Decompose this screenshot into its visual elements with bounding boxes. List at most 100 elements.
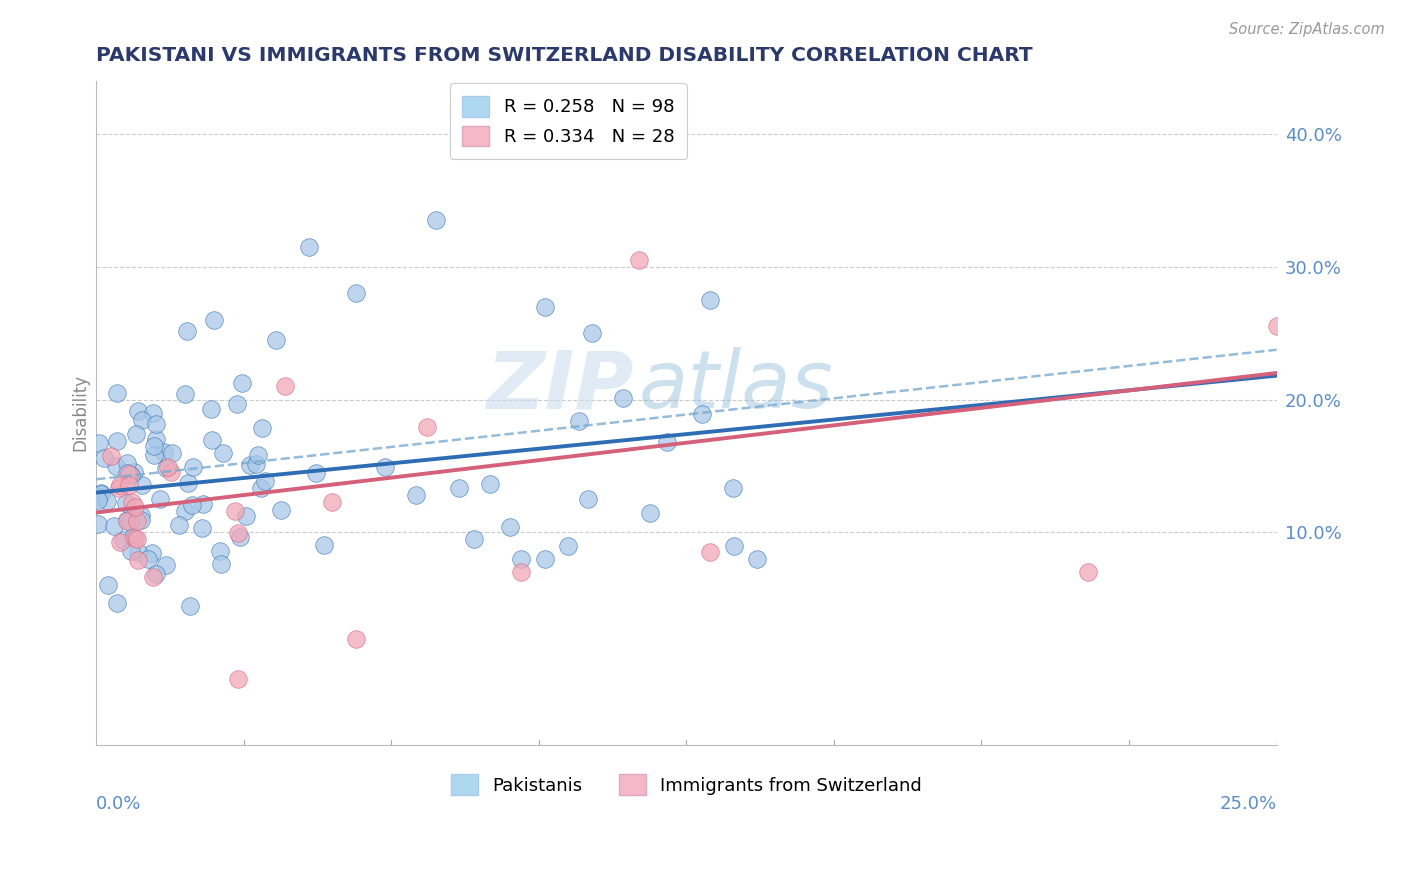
Point: [121, 495, 143, 509]
Point: [145, 566, 167, 581]
Text: 25.0%: 25.0%: [1219, 795, 1277, 813]
Point: [105, 385, 128, 400]
Point: [176, 324, 198, 338]
Point: [173, 504, 195, 518]
Point: [499, 520, 522, 534]
Point: [96, 578, 118, 592]
Point: [209, 544, 232, 558]
Point: [120, 468, 142, 483]
Point: [127, 553, 149, 567]
Point: [212, 446, 235, 460]
Point: [253, 474, 276, 488]
Point: [304, 467, 326, 481]
Text: PAKISTANI VS IMMIGRANTS FROM SWITZERLAND DISABILITY CORRELATION CHART: PAKISTANI VS IMMIGRANTS FROM SWITZERLAND…: [96, 46, 1033, 65]
Point: [181, 498, 204, 512]
Point: [638, 506, 661, 520]
Point: [699, 545, 721, 559]
Text: Source: ZipAtlas.com: Source: ZipAtlas.com: [1229, 22, 1385, 37]
Point: [576, 492, 599, 507]
Point: [226, 525, 249, 540]
Point: [153, 444, 176, 458]
Point: [142, 406, 165, 420]
Point: [447, 481, 470, 495]
Point: [105, 434, 128, 448]
Point: [87, 435, 110, 450]
Point: [127, 403, 149, 417]
Point: [90, 485, 112, 500]
Point: [270, 503, 292, 517]
Point: [110, 535, 132, 549]
Point: [612, 391, 634, 405]
Point: [405, 487, 427, 501]
Point: [159, 465, 181, 479]
Point: [239, 458, 262, 473]
Point: [124, 531, 146, 545]
Text: atlas: atlas: [640, 347, 834, 425]
Point: [235, 508, 257, 523]
Point: [142, 448, 165, 462]
Point: [226, 672, 249, 686]
Point: [96, 493, 118, 508]
Point: [105, 596, 128, 610]
Point: [533, 552, 555, 566]
Point: [120, 543, 142, 558]
Point: [723, 539, 745, 553]
Point: [143, 438, 166, 452]
Text: ZIP: ZIP: [486, 347, 633, 425]
Point: [90, 486, 112, 500]
Point: [415, 420, 437, 434]
Point: [121, 530, 143, 544]
Point: [104, 458, 127, 473]
Point: [264, 333, 287, 347]
Point: [177, 475, 200, 490]
Point: [117, 514, 139, 528]
Point: [628, 253, 651, 268]
Point: [108, 477, 131, 491]
Point: [129, 508, 152, 522]
Point: [191, 497, 214, 511]
Point: [1265, 319, 1288, 334]
Point: [117, 513, 139, 527]
Point: [557, 539, 579, 553]
Point: [747, 552, 769, 566]
Point: [149, 491, 172, 506]
Point: [699, 293, 721, 307]
Point: [118, 467, 141, 482]
Point: [202, 313, 225, 327]
Legend: Pakistanis, Immigrants from Switzerland: Pakistanis, Immigrants from Switzerland: [444, 767, 929, 803]
Point: [568, 414, 591, 428]
Point: [114, 496, 136, 510]
Point: [131, 413, 153, 427]
Point: [160, 446, 183, 460]
Point: [191, 521, 214, 535]
Point: [657, 434, 679, 449]
Point: [510, 552, 533, 566]
Point: [425, 213, 447, 227]
Point: [224, 504, 246, 518]
Point: [463, 532, 485, 546]
Point: [118, 478, 141, 492]
Point: [344, 286, 367, 301]
Point: [142, 570, 165, 584]
Point: [100, 449, 122, 463]
Point: [179, 599, 201, 613]
Point: [136, 552, 159, 566]
Point: [167, 517, 190, 532]
Point: [533, 300, 555, 314]
Point: [125, 427, 148, 442]
Point: [124, 500, 146, 515]
Point: [298, 240, 321, 254]
Y-axis label: Disability: Disability: [72, 375, 89, 451]
Point: [127, 545, 149, 559]
Point: [115, 466, 138, 480]
Point: [250, 481, 273, 495]
Point: [231, 376, 253, 390]
Point: [274, 379, 297, 393]
Point: [247, 449, 270, 463]
Point: [209, 558, 232, 572]
Point: [200, 402, 222, 417]
Point: [145, 417, 167, 432]
Point: [479, 477, 502, 491]
Point: [344, 632, 367, 646]
Point: [312, 538, 335, 552]
